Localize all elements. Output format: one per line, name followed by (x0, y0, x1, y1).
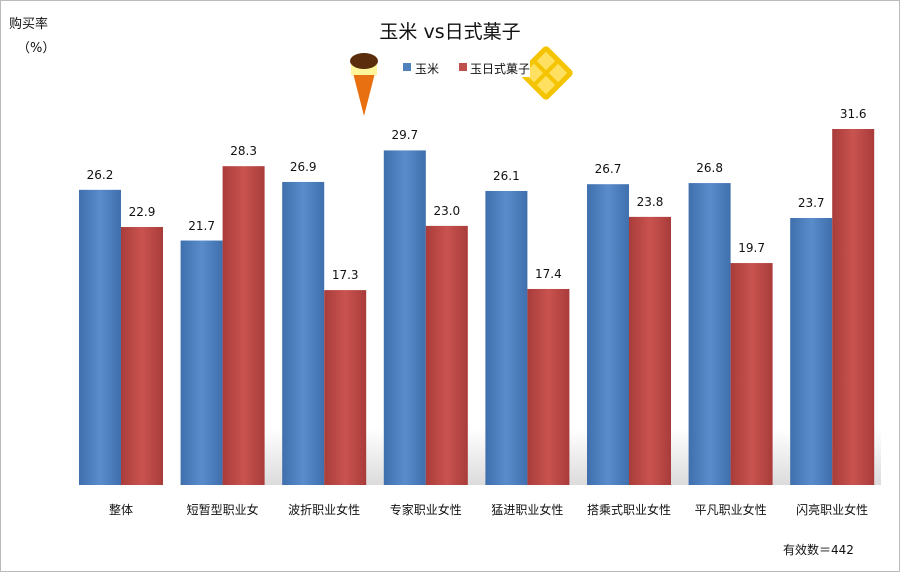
data-label: 26.7 (594, 162, 622, 177)
legend-label-corn: 玉米 (415, 62, 440, 76)
x-tick-label: 搭乘式职业女性 (586, 503, 671, 517)
bar-snack (629, 216, 671, 485)
bar-corn (485, 190, 528, 485)
bar-corn (282, 181, 325, 485)
data-label: 26.9 (289, 159, 317, 174)
data-label: 23.8 (636, 194, 664, 209)
data-label: 19.7 (738, 241, 765, 256)
x-tick-label: 猛进职业女性 (491, 503, 564, 517)
legend-swatch-snack (459, 63, 467, 71)
sample-size-note: 有效数＝442 (783, 543, 854, 557)
data-label: 23.0 (433, 203, 461, 218)
bar-corn (688, 183, 731, 486)
chocolate-bar-icon (519, 46, 573, 100)
data-label: 31.6 (839, 107, 867, 121)
data-label: 26.8 (696, 161, 723, 176)
bar-snack (121, 227, 163, 485)
ice-cream-icon (350, 53, 378, 116)
data-label: 21.7 (188, 218, 215, 233)
data-label: 17.4 (535, 266, 562, 281)
y-axis-unit: （%） (17, 41, 56, 56)
legend-swatch-corn (403, 63, 411, 71)
bar-snack (730, 263, 773, 485)
data-label: 28.3 (230, 144, 257, 159)
bar-snack (222, 166, 265, 485)
x-tick-label: 闪亮职业女性 (796, 503, 869, 517)
bar-corn (79, 189, 121, 485)
data-label: 22.9 (128, 205, 156, 219)
legend-label-snack: 玉日式菓子 (470, 60, 531, 77)
data-label: 17.3 (331, 268, 359, 283)
x-tick-label: 专家职业女性 (389, 503, 462, 517)
x-tick-label: 波折职业女性 (288, 503, 361, 517)
bar-snack (324, 290, 367, 485)
bar-snack (527, 288, 570, 485)
data-label: 29.7 (391, 128, 419, 143)
bar-snack (425, 225, 468, 485)
x-tick-label: 整体 (108, 503, 133, 517)
y-axis-label: 购买率 (9, 17, 49, 32)
data-label: 23.7 (797, 196, 825, 210)
x-tick-label: 短暂型职业女 (186, 503, 259, 517)
bar-snack (832, 129, 875, 485)
data-label: 26.1 (493, 168, 520, 183)
x-tick-label: 平凡职业女性 (694, 503, 767, 517)
chart-title: 玉米 vs日式菓子 (379, 21, 521, 43)
bar-corn (180, 240, 223, 485)
data-label: 26.2 (86, 167, 114, 182)
bar-corn (790, 218, 833, 485)
bar-corn (383, 150, 426, 485)
bar-corn (587, 184, 629, 486)
